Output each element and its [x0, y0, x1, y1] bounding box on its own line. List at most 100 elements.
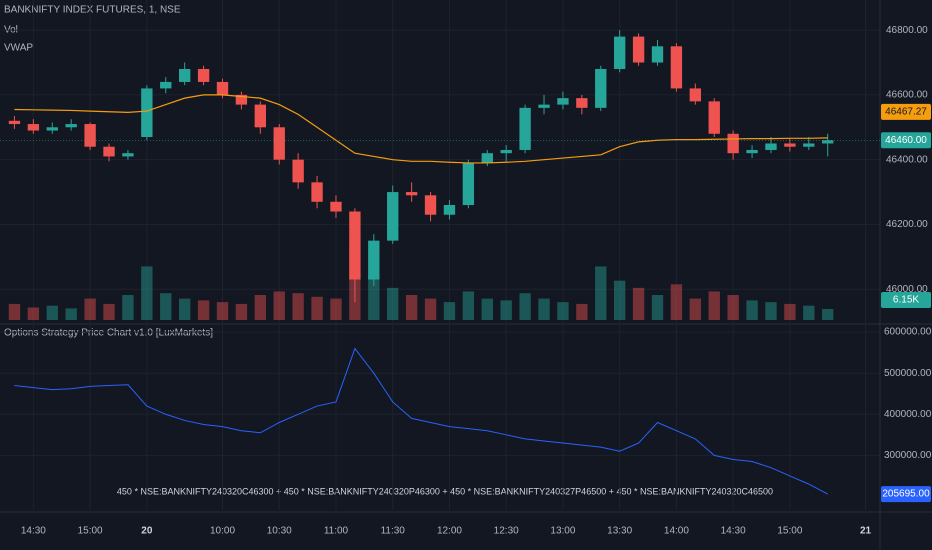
candle-body [803, 143, 815, 147]
x-tick-label: 14:30 [721, 526, 746, 537]
volume-bar [443, 302, 456, 320]
candle-body [689, 88, 701, 102]
volume-bar [500, 300, 512, 320]
y-tick-label: 46600.00 [886, 90, 928, 101]
volume-bar [46, 305, 58, 320]
candle-body [330, 201, 342, 212]
x-tick-label: 14:00 [664, 526, 689, 537]
y-tick-label: 600000.00 [884, 327, 932, 338]
volume-bar [614, 280, 626, 320]
candle-body [27, 124, 40, 131]
candle-body [708, 101, 720, 134]
candle-body [519, 107, 531, 150]
candle-body [481, 153, 493, 163]
volume-bar [292, 293, 304, 320]
indicator-label: VWAP [4, 43, 33, 54]
volume-bar [708, 291, 720, 320]
candle-body [8, 120, 21, 125]
volume-bar [670, 284, 683, 320]
chart-title: BANKNIFTY INDEX FUTURES, 1, NSE [4, 5, 181, 16]
x-tick-label: 13:30 [607, 526, 632, 537]
x-tick-label: 10:30 [267, 526, 292, 537]
x-tick-label: 14:30 [21, 526, 46, 537]
x-tick-label: 15:00 [78, 526, 103, 537]
candle-body [141, 88, 153, 138]
candle-body [424, 195, 437, 215]
volume-bar [103, 303, 115, 320]
volume-bar [746, 300, 758, 320]
x-tick-label: 12:00 [437, 526, 462, 537]
candle-body [46, 127, 58, 131]
last-price-label: 46460.00 [885, 135, 927, 146]
volume-bar [519, 293, 531, 320]
volume-bar [727, 295, 739, 320]
candle-body [538, 104, 550, 108]
x-tick-label: 13:00 [550, 526, 575, 537]
volume-bar [557, 302, 569, 320]
volume-bar [595, 266, 607, 320]
y-tick-label: 400000.00 [884, 409, 932, 420]
strategy-last-label: 205695.00 [882, 489, 930, 500]
volume-bar [179, 298, 191, 320]
volume-bar [216, 302, 229, 320]
volume-bar [689, 298, 701, 320]
strategy-line [14, 347, 828, 495]
candle-body [349, 211, 361, 280]
volume-bar [538, 298, 550, 320]
candle-body [632, 36, 645, 63]
candle-body [500, 149, 512, 154]
strategy-annotation: 450 * NSE:BANKNIFTY240320C46300 + 450 * … [117, 486, 773, 496]
candle-body [368, 240, 380, 280]
volume-bar [84, 298, 96, 320]
vwap-last-label: 46467.27 [885, 107, 927, 118]
candle-body [651, 46, 664, 63]
volume-bar [330, 298, 342, 320]
volume-bar [368, 275, 380, 320]
volume-bar [141, 266, 153, 320]
candle-body [273, 127, 285, 160]
candle-body [595, 68, 607, 108]
volume-bar [651, 295, 664, 320]
candle-body [197, 68, 210, 82]
x-tick-label: 15:00 [777, 526, 802, 537]
candle-body [179, 68, 191, 82]
volume-bar [387, 287, 399, 320]
candle-body [84, 124, 96, 147]
y-tick-label: 500000.00 [884, 368, 932, 379]
y-tick-label: 300000.00 [884, 450, 932, 461]
strategy-last-label-bg [881, 486, 931, 503]
x-tick-label: 20 [141, 526, 153, 537]
volume-bar [576, 303, 588, 320]
volume-bar [765, 302, 777, 320]
candle-body [443, 205, 456, 215]
last-price-label-bg [881, 132, 931, 149]
candle-body [216, 81, 229, 95]
y-tick-label: 46800.00 [886, 25, 928, 36]
candle-body [387, 192, 399, 241]
volume-bar [160, 293, 172, 320]
candle-body [65, 124, 77, 128]
candle-body [292, 159, 304, 183]
volume-bar [273, 291, 285, 320]
volume-bar [197, 300, 210, 320]
candle-body [784, 143, 796, 147]
candle-body [614, 36, 626, 69]
volume-bar [632, 287, 645, 320]
volume-bar [122, 295, 134, 320]
volume-bar [311, 296, 323, 320]
x-tick-label: 21 [860, 526, 872, 537]
candle-body [103, 146, 115, 157]
x-tick-label: 11:30 [381, 526, 406, 537]
volume-last-label-bg [881, 292, 931, 308]
candle-body [122, 153, 134, 157]
candle-body [235, 94, 248, 105]
candle-body [765, 143, 777, 150]
volume-last-label: 6.15K [893, 295, 919, 306]
x-tick-label: 12:30 [494, 526, 519, 537]
candle-body [746, 149, 758, 154]
vwap-last-label-bg [881, 103, 931, 120]
volume-bar [784, 303, 796, 320]
candle-body [160, 81, 172, 89]
